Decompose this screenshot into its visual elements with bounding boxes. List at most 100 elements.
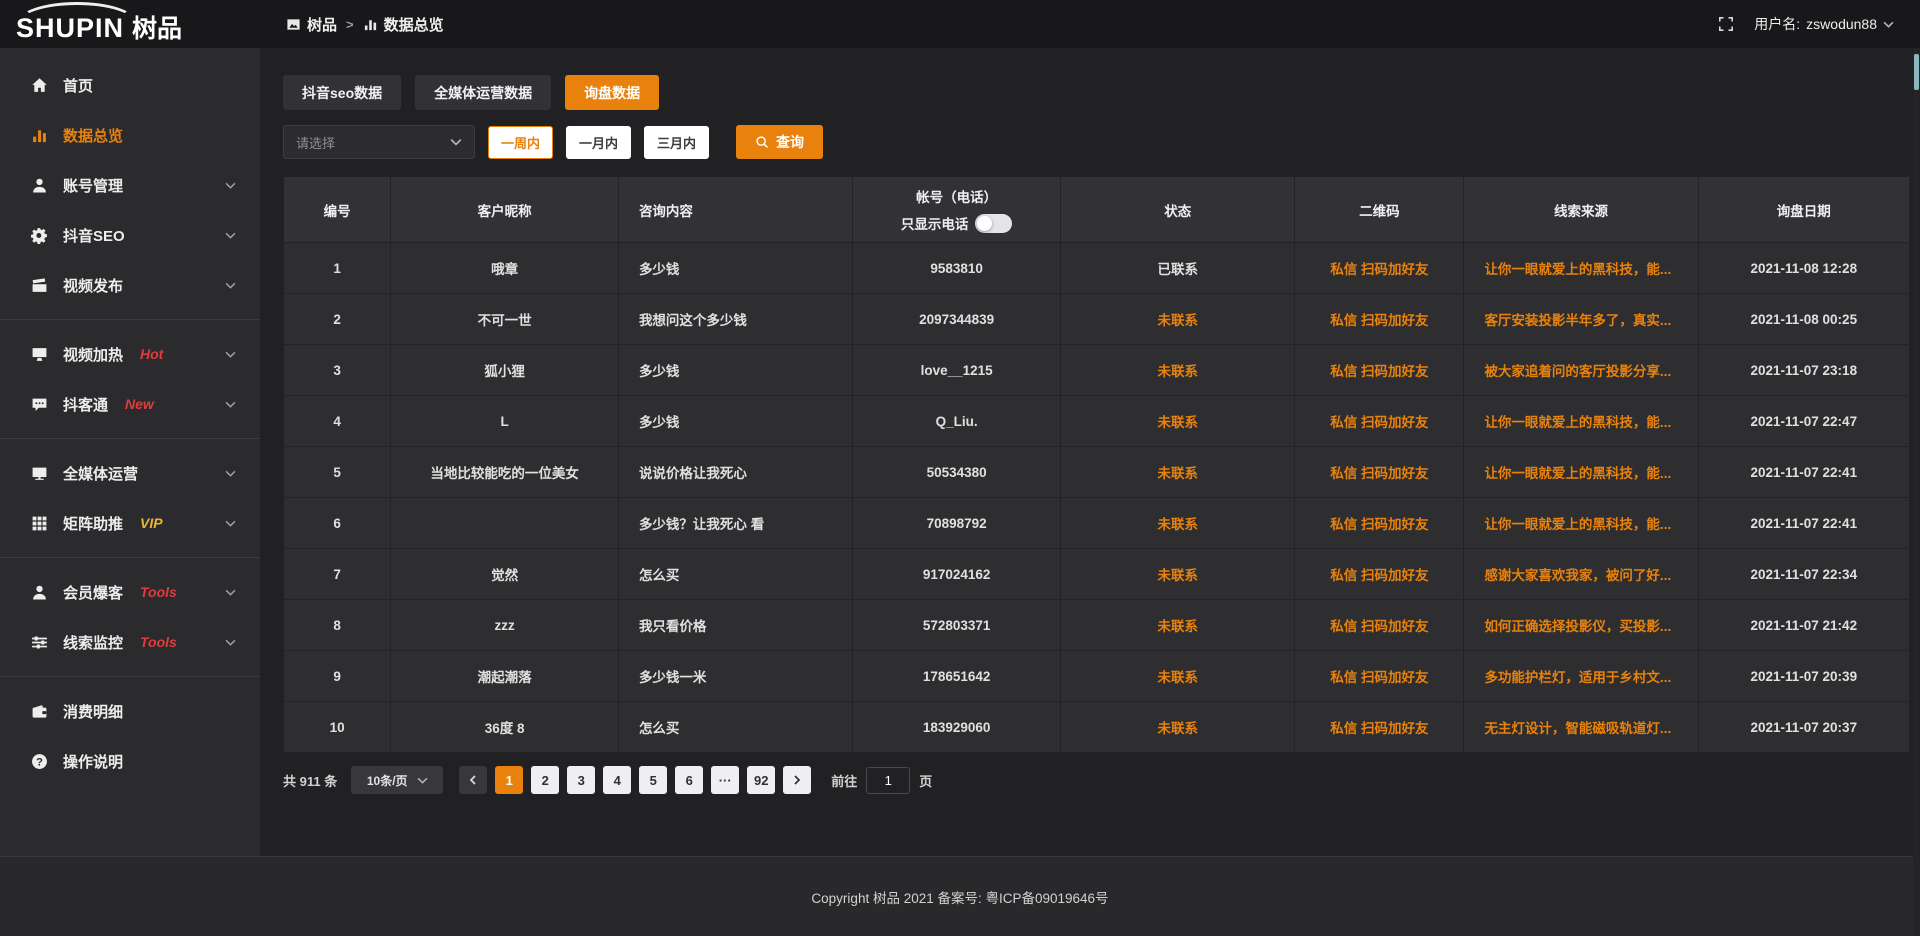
cell-date: 2021-11-08 12:28 bbox=[1697, 242, 1911, 294]
cell-qrcode-link[interactable]: 私信 扫码加好友 bbox=[1294, 242, 1465, 294]
next-page-button[interactable] bbox=[783, 766, 812, 794]
question-icon: ? bbox=[30, 752, 48, 770]
page-button[interactable]: 3 bbox=[567, 766, 596, 794]
breadcrumb: 树品 > 数据总览 bbox=[286, 14, 444, 35]
chevron-down-icon bbox=[450, 136, 462, 148]
footer: Copyright 树品 2021 备案号: 粤ICP备09019646号 bbox=[0, 856, 1920, 936]
cell-nickname: 当地比较能吃的一位美女 bbox=[390, 446, 619, 498]
page-button[interactable]: 1 bbox=[495, 766, 524, 794]
chat-icon bbox=[30, 395, 48, 413]
sidebar-item-label: 视频发布 bbox=[63, 277, 124, 295]
cell-status: 未联系 bbox=[1060, 701, 1296, 753]
svg-text:?: ? bbox=[36, 756, 43, 768]
cell-id: 4 bbox=[282, 395, 392, 447]
goto-page-input[interactable] bbox=[866, 766, 911, 794]
sidebar-divider bbox=[0, 319, 260, 320]
tab-button[interactable]: 询盘数据 bbox=[565, 75, 660, 110]
sidebar-item-badge: VIP bbox=[140, 515, 163, 531]
sidebar-item[interactable]: 矩阵助推 VIP bbox=[0, 498, 260, 548]
page-button[interactable]: 92 bbox=[747, 766, 776, 794]
phone-only-toggle[interactable] bbox=[975, 213, 1013, 233]
cell-qrcode-link[interactable]: 私信 扫码加好友 bbox=[1294, 446, 1465, 498]
sidebar-item[interactable]: 账号管理 bbox=[0, 160, 260, 210]
cell-status: 未联系 bbox=[1060, 497, 1296, 549]
sidebar-item[interactable]: 消费明细 bbox=[0, 686, 260, 736]
home-icon bbox=[30, 76, 48, 94]
sidebar-item-label: 全媒体运营 bbox=[63, 465, 139, 483]
col-header-account: 帐号（电话） 只显示电话 bbox=[852, 176, 1062, 243]
search-button[interactable]: 查询 bbox=[736, 125, 824, 159]
page-size-select[interactable]: 10条/页 bbox=[351, 766, 444, 794]
sidebar-item[interactable]: 全媒体运营 bbox=[0, 448, 260, 498]
cell-source-link[interactable]: 感谢大家喜欢我家，被问了好... bbox=[1463, 548, 1699, 600]
sidebar-item[interactable]: 线索监控 Tools bbox=[0, 617, 260, 667]
cell-source-link[interactable]: 客厅安装投影半年多了，真实... bbox=[1463, 293, 1699, 345]
page-button[interactable]: 2 bbox=[531, 766, 560, 794]
account-select[interactable]: 请选择 bbox=[283, 125, 475, 159]
sidebar-item[interactable]: 视频发布 bbox=[0, 260, 260, 310]
tab-button[interactable]: 抖音seo数据 bbox=[283, 75, 402, 110]
cell-id: 6 bbox=[282, 497, 392, 549]
sidebar-item[interactable]: 视频加热 Hot bbox=[0, 329, 260, 379]
cell-qrcode-link[interactable]: 私信 扫码加好友 bbox=[1294, 293, 1465, 345]
fullscreen-icon[interactable] bbox=[1718, 16, 1734, 32]
sidebar-item[interactable]: 抖客通 New bbox=[0, 379, 260, 429]
cell-source-link[interactable]: 让你一眼就爱上的黑科技，能... bbox=[1463, 446, 1699, 498]
col-header-source: 线索来源 bbox=[1463, 176, 1699, 243]
period-button[interactable]: 一月内 bbox=[566, 125, 632, 159]
tab-button[interactable]: 全媒体运营数据 bbox=[415, 75, 552, 110]
table-row: 5 当地比较能吃的一位美女 说说价格让我死心 50534380 未联系 私信 扫… bbox=[282, 446, 1911, 498]
chevron-down-icon bbox=[225, 399, 236, 410]
col-header-content: 咨询内容 bbox=[617, 176, 854, 243]
sidebar-item[interactable]: 抖音SEO bbox=[0, 210, 260, 260]
cell-qrcode-link[interactable]: 私信 扫码加好友 bbox=[1294, 344, 1465, 396]
cell-qrcode-link[interactable]: 私信 扫码加好友 bbox=[1294, 599, 1465, 651]
cell-qrcode-link[interactable]: 私信 扫码加好友 bbox=[1294, 395, 1465, 447]
bar-chart-icon bbox=[363, 17, 378, 32]
table-row: 8 zzz 我只看价格 572803371 未联系 私信 扫码加好友 如何正确选… bbox=[282, 599, 1911, 651]
table-row: 7 觉然 怎么买 917024162 未联系 私信 扫码加好友 感谢大家喜欢我家… bbox=[282, 548, 1911, 600]
page-button[interactable]: 6 bbox=[675, 766, 704, 794]
cell-source-link[interactable]: 让你一眼就爱上的黑科技，能... bbox=[1463, 395, 1699, 447]
sidebar-item[interactable]: 会员爆客 Tools bbox=[0, 567, 260, 617]
page-button[interactable]: 4 bbox=[603, 766, 632, 794]
cell-id: 5 bbox=[282, 446, 392, 498]
cell-account: 2097344839 bbox=[852, 293, 1062, 345]
cell-source-link[interactable]: 无主灯设计，智能磁吸轨道灯... bbox=[1463, 701, 1699, 753]
chart-icon bbox=[30, 126, 48, 144]
chevron-down-icon bbox=[225, 587, 236, 598]
cell-status: 未联系 bbox=[1060, 395, 1296, 447]
page-scrollbar[interactable] bbox=[1913, 48, 1920, 936]
cell-status: 未联系 bbox=[1060, 446, 1296, 498]
cell-source-link[interactable]: 被大家追着问的客厅投影分享... bbox=[1463, 344, 1699, 396]
col-header-nickname: 客户昵称 bbox=[390, 176, 619, 243]
period-button[interactable]: 三月内 bbox=[644, 125, 710, 159]
cell-qrcode-link[interactable]: 私信 扫码加好友 bbox=[1294, 701, 1465, 753]
cell-source-link[interactable]: 让你一眼就爱上的黑科技，能... bbox=[1463, 242, 1699, 294]
cell-nickname: zzz bbox=[390, 599, 619, 651]
sidebar-item[interactable]: ? 操作说明 bbox=[0, 736, 260, 786]
page-button[interactable]: ··· bbox=[711, 766, 740, 794]
cell-qrcode-link[interactable]: 私信 扫码加好友 bbox=[1294, 548, 1465, 600]
scrollbar-thumb[interactable] bbox=[1914, 54, 1919, 90]
page-button[interactable]: 5 bbox=[639, 766, 668, 794]
period-button[interactable]: 一周内 bbox=[488, 125, 554, 159]
cell-nickname: 觉然 bbox=[390, 548, 619, 600]
inquiry-table: 编号 客户昵称 咨询内容 帐号（电话） 只显示电话 bbox=[282, 176, 1911, 753]
select-placeholder: 请选择 bbox=[296, 135, 336, 151]
table-row: 3 狐小狸 多少钱 love__1215 未联系 私信 扫码加好友 被大家追着问… bbox=[282, 344, 1911, 396]
user-menu[interactable]: 用户名: zswodun88 bbox=[1754, 14, 1894, 34]
cell-source-link[interactable]: 让你一眼就爱上的黑科技，能... bbox=[1463, 497, 1699, 549]
sidebar-item-badge: Hot bbox=[140, 346, 164, 362]
prev-page-button[interactable] bbox=[459, 766, 488, 794]
cell-qrcode-link[interactable]: 私信 扫码加好友 bbox=[1294, 497, 1465, 549]
sidebar-item-label: 会员爆客 bbox=[63, 584, 124, 602]
sidebar-item[interactable]: 数据总览 bbox=[0, 110, 260, 160]
breadcrumb-root[interactable]: 树品 bbox=[286, 14, 337, 35]
sidebar-item[interactable]: 首页 bbox=[0, 60, 260, 110]
chevron-down-icon bbox=[225, 280, 236, 291]
cell-qrcode-link[interactable]: 私信 扫码加好友 bbox=[1294, 650, 1465, 702]
table-row: 9 潮起潮落 多少钱一米 178651642 未联系 私信 扫码加好友 多功能护… bbox=[282, 650, 1911, 702]
cell-source-link[interactable]: 多功能护栏灯，适用于乡村文... bbox=[1463, 650, 1699, 702]
cell-source-link[interactable]: 如何正确选择投影仪，买投影... bbox=[1463, 599, 1699, 651]
